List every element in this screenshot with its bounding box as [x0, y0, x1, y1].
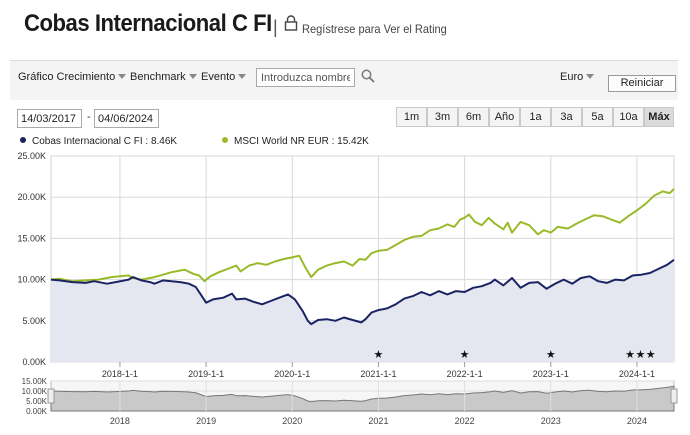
navigator-x-tick-label: 2023: [541, 416, 561, 426]
navigator-y-tick-label: 5.00K: [26, 397, 48, 406]
navigator-x-tick-label: 2018: [110, 416, 130, 426]
benchmark-dropdown[interactable]: Benchmark: [130, 71, 197, 83]
navigator-y-tick-label: 0.00K: [26, 407, 48, 416]
chevron-down-icon: [118, 74, 127, 79]
start-date-input[interactable]: [17, 109, 82, 128]
range-max-button[interactable]: Máx: [644, 107, 674, 127]
navigator-series-area: [50, 385, 675, 412]
navigator-x-tick-label: 2019: [196, 416, 216, 426]
y-tick-label: 5.00K: [22, 316, 46, 326]
currency-label: Euro: [560, 71, 584, 83]
navigator-x-tick-label: 2020: [282, 416, 302, 426]
y-tick-label: 15.00K: [17, 233, 46, 243]
range-1m-button[interactable]: 1m: [396, 107, 427, 127]
legend-dot-fund: [20, 137, 26, 143]
growth-chart-dropdown[interactable]: Gráfico Crecimiento: [18, 71, 127, 83]
search-input[interactable]: [256, 68, 355, 87]
x-tick-label: 2023-1-1: [533, 369, 569, 379]
legend-item-fund[interactable]: Cobas Internacional C FI : 8.46K: [20, 136, 177, 147]
chevron-down-icon: [586, 74, 595, 79]
range-6m-button[interactable]: 6m: [458, 107, 489, 127]
x-tick-label: 2018-1-1: [102, 369, 138, 379]
fund-title: Cobas Internacional C FI: [24, 10, 272, 37]
navigator-x-tick-label: 2022: [455, 416, 475, 426]
x-tick-label: 2019-1-1: [188, 369, 224, 379]
lock-icon: [284, 15, 298, 31]
range-3y-button[interactable]: 3a: [551, 107, 582, 127]
navigator-y-tick-label: 15.00K: [22, 377, 48, 386]
y-tick-label: 25.00K: [17, 151, 46, 161]
navigator-x-tick-label: 2021: [368, 416, 388, 426]
event-star-icon: ★: [460, 349, 470, 361]
search-icon[interactable]: [361, 69, 375, 83]
event-dropdown[interactable]: Evento: [201, 71, 247, 83]
reset-button[interactable]: Reiniciar: [608, 75, 676, 92]
currency-dropdown[interactable]: Euro: [560, 71, 595, 83]
event-star-icon: ★: [546, 349, 556, 361]
navigator-x-tick-label: 2024: [627, 416, 647, 426]
title-separator: |: [273, 17, 278, 37]
event-star-icon: ★: [625, 349, 635, 361]
y-tick-label: 10.00K: [17, 275, 46, 285]
legend-label-fund: Cobas Internacional C FI : 8.46K: [32, 136, 178, 147]
fund-series-line: [50, 258, 675, 326]
event-label: Evento: [201, 71, 236, 83]
range-3m-button[interactable]: 3m: [427, 107, 458, 127]
rating-register-link[interactable]: Regístrese para Ver el Rating: [302, 22, 447, 36]
navigator-left-handle[interactable]: [47, 388, 55, 404]
end-date-input[interactable]: [94, 109, 159, 128]
event-star-icon: ★: [374, 349, 384, 361]
date-separator: -: [87, 111, 91, 123]
legend-item-benchmark[interactable]: MSCI World NR EUR : 15.42K: [222, 136, 369, 147]
benchmark-label: Benchmark: [130, 71, 186, 83]
x-tick-label: 2022-1-1: [447, 369, 483, 379]
range-10y-button[interactable]: 10a: [613, 107, 644, 127]
x-tick-label: 2020-1-1: [274, 369, 310, 379]
range-ytd-button[interactable]: Año: [489, 107, 520, 127]
x-tick-label: 2024-1-1: [619, 369, 655, 379]
x-tick-label: 2021-1-1: [360, 369, 396, 379]
range-5y-button[interactable]: 5a: [582, 107, 613, 127]
range-1y-button[interactable]: 1a: [520, 107, 551, 127]
chevron-down-icon: [238, 74, 247, 79]
legend-dot-benchmark: [222, 137, 228, 143]
page-header: Cobas Internacional C FI | Regístrese pa…: [0, 0, 690, 50]
benchmark-series-line: [50, 188, 675, 283]
chevron-down-icon: [188, 74, 197, 79]
chart-toolbar: Gráfico Crecimiento Benchmark Evento Eur…: [10, 60, 678, 100]
event-star-icon: ★: [646, 349, 656, 361]
event-star-icon: ★: [635, 349, 645, 361]
legend-label-benchmark: MSCI World NR EUR : 15.42K: [234, 136, 369, 147]
growth-chart-label: Gráfico Crecimiento: [18, 71, 116, 83]
range-buttons: 1m 3m 6m Año 1a 3a 5a 10a Máx: [396, 107, 674, 127]
navigator-y-tick-label: 10.00K: [22, 387, 48, 396]
y-tick-label: 20.00K: [17, 192, 46, 202]
y-tick-label: 0.00K: [22, 357, 46, 367]
navigator-right-handle[interactable]: [670, 388, 678, 404]
